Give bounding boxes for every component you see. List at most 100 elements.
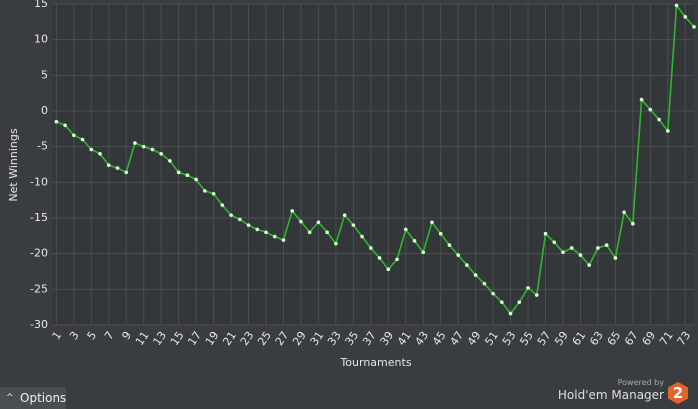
point	[325, 230, 329, 235]
y-tick-label: 10	[34, 33, 48, 46]
x-tick-label: 63	[587, 329, 606, 348]
point	[421, 250, 426, 255]
point	[491, 291, 495, 296]
point	[587, 263, 591, 267]
point	[657, 117, 661, 122]
y-axis-title: Net Winnings	[7, 128, 20, 201]
point	[299, 219, 303, 224]
point	[141, 144, 146, 149]
point	[185, 173, 190, 177]
point	[482, 281, 487, 286]
point	[543, 231, 548, 236]
x-tick-label: 55	[517, 329, 536, 348]
point	[508, 311, 513, 316]
brand: Hold'em Manager	[557, 388, 664, 402]
x-tick-label: 53	[500, 329, 519, 348]
point	[412, 239, 417, 243]
point	[211, 191, 216, 196]
x-tick-label: 67	[622, 329, 641, 348]
point	[526, 286, 530, 290]
point	[307, 230, 312, 235]
point	[281, 238, 286, 242]
point	[124, 170, 129, 175]
x-tick-label: 41	[395, 329, 414, 348]
x-tick-label: 57	[535, 329, 554, 348]
x-tick-label: 43	[412, 329, 431, 348]
options-button[interactable]: ^ Options	[0, 387, 66, 409]
point	[106, 163, 111, 168]
point	[631, 221, 635, 226]
point	[89, 147, 94, 152]
x-tick-label: 47	[447, 329, 466, 348]
logo: 2	[668, 382, 688, 404]
point	[316, 220, 321, 225]
x-tick-label: 39	[378, 329, 397, 348]
point	[203, 189, 207, 193]
x-tick-label: 69	[640, 329, 659, 348]
line	[56, 3, 695, 315]
x-tick-label: 17	[185, 329, 204, 348]
point	[360, 234, 364, 239]
options-label[interactable]: Options	[20, 391, 67, 405]
point	[395, 257, 399, 262]
point	[98, 152, 102, 156]
point	[246, 223, 251, 227]
point	[54, 119, 59, 124]
x-tick-label: 31	[308, 329, 327, 348]
point	[133, 141, 137, 145]
x-tick-label: 23	[238, 329, 257, 348]
x-tick-label: 15	[168, 329, 187, 348]
point	[569, 246, 574, 250]
point	[264, 230, 268, 235]
plot-area	[52, 4, 694, 325]
point	[692, 25, 696, 29]
y-tick-label: -30	[30, 318, 48, 331]
point	[561, 250, 565, 255]
x-tick-label: 25	[255, 329, 274, 348]
chart: Tournaments Net Winnings 151050-5-10-15-…	[7, 0, 696, 369]
y-tick-label: -20	[30, 247, 48, 260]
point	[115, 166, 120, 170]
point	[72, 133, 76, 138]
point	[683, 15, 688, 19]
point	[552, 240, 557, 245]
y-tick-label: 5	[41, 68, 48, 81]
x-tick-label: 19	[203, 329, 222, 348]
point	[80, 137, 85, 142]
x-tick-label: 29	[290, 329, 309, 348]
point	[473, 273, 478, 277]
x-tick-label: 1	[50, 329, 65, 342]
x-tick-label: 51	[482, 329, 501, 348]
x-tick-label: 33	[325, 329, 344, 348]
point	[447, 243, 452, 247]
point	[351, 223, 356, 227]
point	[272, 234, 277, 239]
point	[229, 213, 233, 217]
point	[403, 227, 408, 232]
x-tick-label: 71	[657, 329, 676, 348]
x-axis-title: Tournaments	[339, 356, 411, 369]
point	[386, 267, 391, 272]
y-tick-label: -15	[30, 211, 48, 224]
point	[534, 293, 539, 297]
point	[194, 177, 198, 182]
y-tick-label: 0	[41, 104, 48, 117]
point	[674, 3, 679, 8]
x-tick-label: 35	[343, 329, 362, 348]
x-tick-label: 21	[220, 329, 239, 348]
point	[430, 220, 434, 225]
x-tick-label: 73	[675, 329, 694, 348]
point	[377, 256, 382, 260]
point	[342, 213, 347, 217]
point	[500, 300, 504, 304]
x-tick-label: 7	[102, 329, 117, 342]
x-tick-label: 59	[552, 329, 571, 348]
x-tick-label: 61	[570, 329, 589, 348]
point	[613, 256, 618, 260]
point	[648, 107, 653, 112]
y-tick-label: -5	[37, 140, 48, 153]
point	[159, 152, 163, 156]
point	[596, 246, 600, 250]
point	[220, 203, 225, 207]
